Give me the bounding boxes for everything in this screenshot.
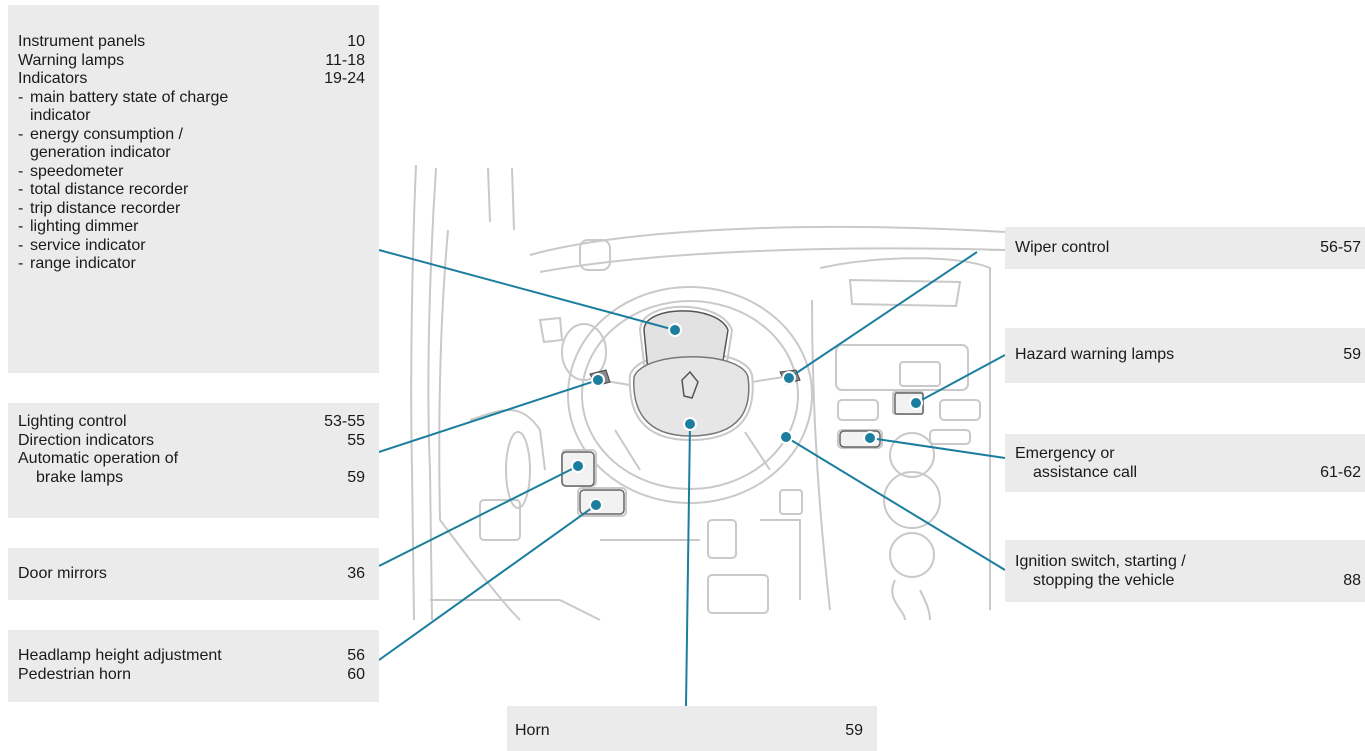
hazard-warning-page: 59 [1343, 346, 1361, 363]
instrument-panels-row[interactable]: Instrument panels 10 [18, 33, 365, 52]
horn-hub-shape [633, 356, 750, 437]
horn-label: Horn [515, 722, 550, 739]
instrument-panels-page: 10 [347, 33, 365, 50]
ignition-switch-label-line1: Ignition switch, starting / [1015, 553, 1186, 570]
hazard-warning-callout: Hazard warning lamps 59 [1005, 328, 1365, 383]
indicator-sub-item: speedometer [18, 163, 365, 182]
lighting-control-label: Lighting control [18, 413, 127, 430]
brake-lamps-label-line1: Automatic operation of [18, 450, 179, 467]
door-mirrors-callout: Door mirrors 36 [8, 548, 379, 600]
emergency-call-label-line1: Emergency or [1015, 445, 1115, 462]
lighting-control-row[interactable]: Lighting control 53-55 [18, 413, 365, 432]
wiper-control-page: 56-57 [1320, 239, 1361, 256]
headlamp-height-row[interactable]: Headlamp height adjustment 56 [18, 647, 365, 666]
indicators-page: 19-24 [324, 70, 365, 87]
emergency-call-row[interactable]: Emergency or assistance call 61-62 [1015, 445, 1361, 482]
pedestrian-horn-label: Pedestrian horn [18, 665, 131, 683]
brake-lamps-page: 59 [347, 468, 365, 486]
headlamp-height-label: Headlamp height adjustment [18, 647, 222, 664]
horn-row[interactable]: Horn 59 [515, 722, 863, 741]
hazard-warning-label: Hazard warning lamps [1015, 346, 1175, 363]
hazard-warning-row[interactable]: Hazard warning lamps 59 [1015, 346, 1361, 365]
ignition-switch-label-line2: stopping the vehicle [1033, 571, 1175, 589]
sub-item-line: indicator [30, 107, 91, 124]
leader-lines [378, 249, 1006, 707]
wiper-control-label: Wiper control [1015, 239, 1110, 256]
indicators-row[interactable]: Indicators 19-24 [18, 70, 365, 89]
indicator-sub-item: total distance recorder [18, 181, 365, 200]
wiper-control-callout: Wiper control 56-57 [1005, 227, 1365, 269]
pedestrian-horn-row[interactable]: Pedestrian horn 60 [18, 666, 365, 685]
wiper-control-row[interactable]: Wiper control 56-57 [1015, 239, 1361, 258]
indicators-label: Indicators [18, 70, 88, 87]
horn-page: 59 [845, 722, 863, 739]
indicator-sub-item: range indicator [18, 255, 365, 274]
peugeot-lion-icon [681, 370, 699, 399]
instrument-panels-callout: Instrument panels 10 Warning lamps 11-18… [8, 5, 379, 373]
ignition-switch-callout: Ignition switch, starting / stopping the… [1005, 540, 1365, 602]
brake-lamps-label-line2: brake lamps [36, 468, 124, 486]
leader-dots [571, 323, 923, 512]
door-mirrors-row[interactable]: Door mirrors 36 [18, 565, 365, 584]
indicator-sub-item: main battery state of charge indicator [18, 89, 365, 126]
indicator-sub-item: lighting dimmer [18, 218, 365, 237]
indicator-sub-item: trip distance recorder [18, 200, 365, 219]
emergency-call-label-line2: assistance call [1033, 463, 1138, 481]
lighting-control-callout: Lighting control 53-55 Direction indicat… [8, 403, 379, 518]
emergency-call-callout: Emergency or assistance call 61-62 [1005, 434, 1365, 492]
direction-indicators-page: 55 [347, 431, 365, 449]
indicator-sub-item: energy consumption / generation indicato… [18, 126, 365, 163]
lighting-control-page: 53-55 [324, 413, 365, 430]
direction-indicators-label: Direction indicators [18, 431, 155, 449]
warning-lamps-row[interactable]: Warning lamps 11-18 [18, 52, 365, 71]
instrument-panels-label: Instrument panels [18, 33, 146, 50]
direction-indicators-row[interactable]: Direction indicators 55 [18, 432, 365, 451]
emergency-call-page: 61-62 [1320, 463, 1361, 481]
ignition-switch-row[interactable]: Ignition switch, starting / stopping the… [1015, 553, 1361, 590]
sub-item-line: energy consumption / [30, 125, 183, 143]
pedestrian-horn-page: 60 [347, 665, 365, 683]
warning-lamps-label: Warning lamps [18, 51, 125, 69]
horn-callout: Horn 59 [507, 706, 877, 751]
door-mirrors-page: 36 [347, 565, 365, 582]
sub-item-line: main battery state of charge [30, 88, 229, 106]
headlamp-callout: Headlamp height adjustment 56 Pedestrian… [8, 630, 379, 702]
headlamp-height-page: 56 [347, 647, 365, 664]
ignition-switch-page: 88 [1343, 571, 1361, 589]
sub-item-line: generation indicator [30, 144, 171, 161]
indicator-sub-item: service indicator [18, 237, 365, 256]
door-mirrors-label: Door mirrors [18, 565, 107, 582]
brake-lamps-row[interactable]: Automatic operation of brake lamps 59 [18, 450, 365, 487]
warning-lamps-page: 11-18 [325, 51, 365, 69]
